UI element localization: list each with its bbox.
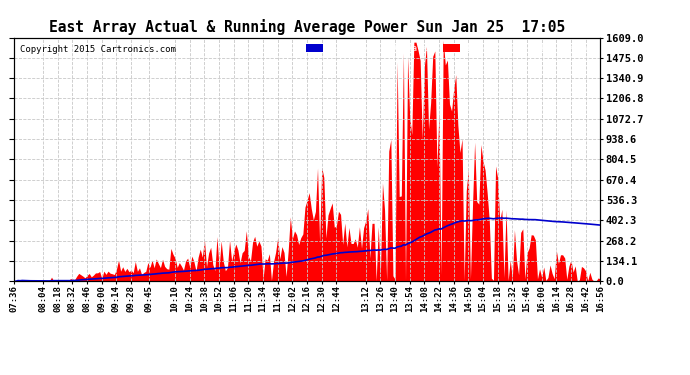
Legend: Average  (DC Watts), East Array  (DC Watts): Average (DC Watts), East Array (DC Watts… <box>304 42 595 55</box>
Text: Copyright 2015 Cartronics.com: Copyright 2015 Cartronics.com <box>19 45 175 54</box>
Title: East Array Actual & Running Average Power Sun Jan 25  17:05: East Array Actual & Running Average Powe… <box>49 19 565 35</box>
